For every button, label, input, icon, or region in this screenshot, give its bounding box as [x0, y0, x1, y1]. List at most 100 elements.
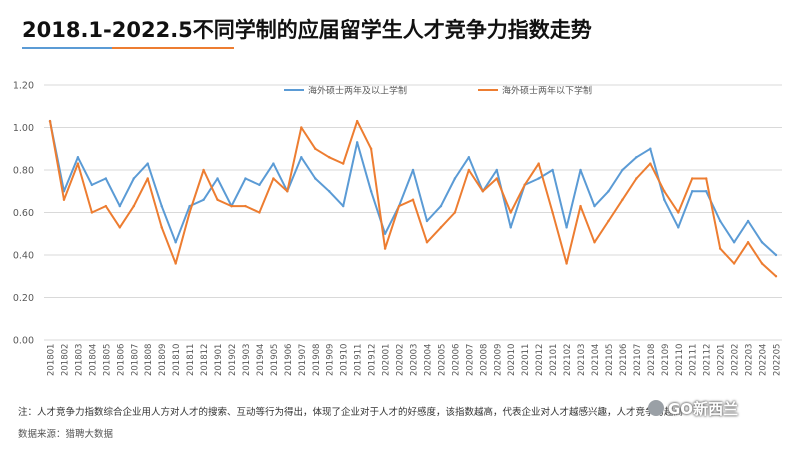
x-tick-label: 202102	[563, 344, 573, 376]
watermark-text: GO新西兰	[668, 400, 739, 418]
data-point	[314, 147, 317, 150]
x-tick-label: 202009	[493, 344, 503, 376]
data-point	[635, 177, 638, 180]
x-tick-label: 202109	[661, 344, 671, 376]
x-tick-label: 202007	[465, 344, 475, 376]
x-tick-label: 202202	[731, 344, 741, 376]
data-point	[188, 211, 191, 214]
x-tick-label: 201910	[340, 344, 350, 376]
data-point	[467, 156, 471, 159]
data-point	[453, 211, 457, 214]
data-point	[146, 162, 149, 165]
data-point	[439, 204, 443, 208]
x-tick-label: 202002	[396, 344, 406, 376]
data-point	[551, 168, 554, 172]
data-point	[355, 119, 359, 123]
x-tick-label: 202107	[633, 344, 643, 376]
data-point	[425, 241, 429, 244]
data-point	[118, 204, 122, 208]
y-tick-label: 0.80	[13, 166, 34, 177]
page-title: 2018.1-2022.5不同学制的应届留学生人才竞争力指数走势	[22, 18, 592, 42]
data-point	[691, 177, 694, 180]
title-underline-orange	[112, 47, 234, 49]
data-point	[663, 198, 666, 201]
data-point	[579, 168, 582, 172]
x-tick-label: 202103	[577, 344, 587, 376]
y-tick-label: 1.20	[13, 81, 34, 92]
data-point	[230, 204, 233, 208]
chart-note: 注：人才竞争力指数综合企业用人方对人才的搜索、互动等行为得出，体现了企业对于人才…	[18, 407, 684, 418]
data-point	[244, 204, 247, 208]
data-point	[397, 204, 401, 208]
data-point	[411, 198, 415, 201]
data-point	[537, 177, 540, 180]
data-point	[383, 232, 387, 235]
data-point	[467, 168, 471, 172]
data-point	[202, 168, 205, 172]
data-point	[579, 204, 582, 208]
x-tick-label: 201802	[60, 344, 70, 376]
x-tick-label: 201912	[368, 344, 378, 376]
data-point	[300, 126, 303, 129]
x-tick-label: 201907	[298, 344, 308, 376]
x-tick-label: 201804	[88, 344, 98, 376]
x-tick-label: 201902	[228, 344, 238, 376]
data-point	[369, 147, 373, 150]
data-point	[537, 162, 540, 165]
title-underline	[22, 47, 234, 49]
data-point	[160, 226, 163, 229]
data-point	[118, 226, 122, 229]
data-point	[439, 226, 443, 229]
data-point	[244, 177, 247, 180]
y-axis-ticks: 0.00 0.20 0.40 0.60 0.80 1.00 1.20	[13, 81, 34, 347]
data-point	[132, 177, 135, 180]
data-point	[453, 177, 457, 180]
data-point	[383, 247, 387, 250]
x-tick-label: 202105	[605, 344, 615, 376]
legend-label: 海外硕士两年以下学制	[502, 85, 592, 97]
data-point	[523, 183, 526, 187]
data-point	[188, 204, 191, 208]
data-point	[174, 262, 177, 265]
x-tick-label: 202204	[759, 344, 769, 376]
data-point	[216, 198, 219, 201]
wechat-icon	[648, 400, 664, 416]
line-chart: 0.000.200.400.600.801.001.20 201801 20180…	[13, 81, 783, 377]
x-tick-label: 201810	[172, 344, 182, 376]
y-tick-label: 0.20	[13, 293, 34, 304]
data-point	[607, 219, 610, 223]
data-point	[258, 211, 261, 214]
data-point	[718, 219, 722, 223]
data-point	[132, 204, 135, 208]
y-tick-label: 1.00	[13, 123, 34, 134]
y-tick-label: 0.40	[13, 251, 34, 262]
data-point	[104, 204, 108, 208]
x-tick-label: 201803	[74, 344, 84, 376]
data-point	[649, 147, 652, 150]
data-point	[272, 177, 275, 180]
data-point	[104, 177, 108, 180]
x-tick-label: 201906	[284, 344, 294, 376]
data-point	[704, 177, 708, 180]
data-point	[677, 226, 680, 229]
x-tick-label: 202104	[591, 344, 601, 376]
y-tick-label: 0.00	[13, 336, 34, 347]
x-tick-label: 202108	[647, 344, 657, 376]
data-point	[216, 177, 219, 180]
data-point	[732, 262, 736, 265]
legend: 海外硕士两年及以上学制 海外硕士两年以下学制	[284, 85, 592, 97]
x-tick-label: 201801	[47, 344, 57, 376]
y-tick-label: 0.60	[13, 208, 34, 219]
x-tick-label: 201901	[214, 344, 224, 376]
data-point	[607, 190, 610, 193]
data-point	[704, 190, 708, 193]
x-tick-label: 202003	[410, 344, 420, 376]
data-point	[509, 226, 512, 229]
x-tick-label: 202008	[479, 344, 489, 376]
data-point	[90, 183, 94, 187]
x-tick-label: 201903	[242, 344, 252, 376]
data-point	[621, 168, 624, 172]
x-tick-label: 201908	[312, 344, 322, 376]
data-point	[495, 168, 498, 172]
x-tick-label: 201806	[116, 344, 126, 376]
